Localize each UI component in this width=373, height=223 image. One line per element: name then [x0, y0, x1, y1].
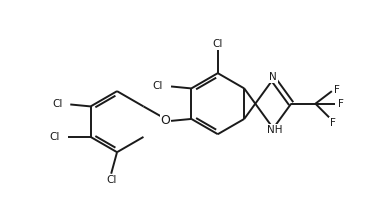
Text: Cl: Cl	[52, 99, 62, 109]
Text: F: F	[330, 118, 336, 128]
Text: Cl: Cl	[153, 81, 163, 91]
Text: O: O	[161, 114, 170, 127]
Text: Cl: Cl	[106, 175, 116, 185]
Text: NH: NH	[267, 125, 283, 135]
Text: F: F	[338, 99, 344, 109]
Text: Cl: Cl	[50, 132, 60, 142]
Text: F: F	[334, 85, 340, 95]
Text: Cl: Cl	[213, 39, 223, 49]
Text: N: N	[269, 72, 277, 83]
